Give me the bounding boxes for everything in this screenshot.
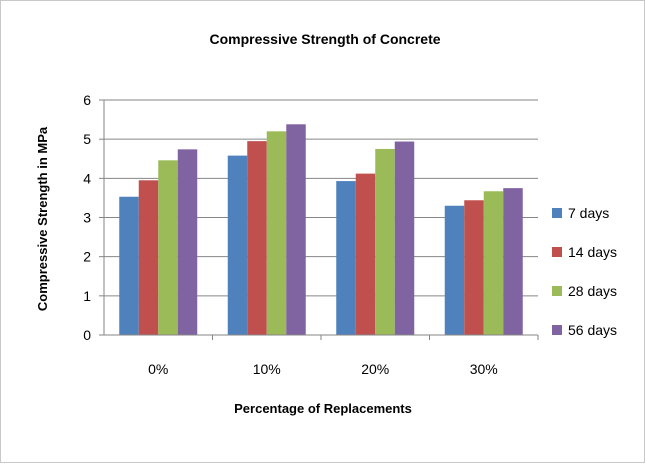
bar-28-days-3 (483, 191, 504, 335)
bar-7-days-0 (119, 196, 139, 335)
legend-label: 56 days (568, 322, 617, 338)
chart-title: Compressive Strength of Concrete (209, 31, 440, 47)
bar-56-days-1 (286, 124, 306, 336)
legend-label: 14 days (568, 244, 617, 260)
bar-7-days-1 (227, 155, 248, 335)
bar-7-days-3 (444, 205, 465, 335)
legend-swatch (552, 286, 562, 296)
y-tick-label: 6 (83, 92, 91, 108)
y-axis-label: Compressive Strength in MPa (35, 126, 50, 311)
bar-56-days-3 (503, 188, 523, 335)
x-tick-label: 0% (148, 361, 168, 377)
y-tick-label: 0 (83, 327, 91, 343)
axes: 0 1 2 3 4 5 6 0% 10% 20% 30% (83, 92, 539, 377)
y-tick-label: 1 (83, 288, 91, 304)
legend-label: 7 days (568, 205, 609, 221)
bars (119, 124, 523, 336)
bar-56-days-2 (394, 141, 415, 335)
x-tick-label: 10% (253, 361, 281, 377)
bar-7-days-2 (336, 181, 356, 335)
bar-14-days-2 (355, 173, 376, 335)
x-axis-label: Percentage of Replacements (234, 401, 412, 416)
bar-14-days-3 (464, 200, 484, 335)
legend-swatch (552, 208, 562, 218)
x-tick-label: 20% (361, 361, 389, 377)
bar-28-days-0 (158, 160, 178, 335)
legend-swatch (552, 325, 562, 335)
bar-28-days-2 (375, 148, 395, 335)
y-tick-label: 5 (83, 131, 91, 147)
bar-14-days-0 (138, 180, 159, 335)
bar-56-days-0 (177, 149, 198, 335)
y-tick-label: 3 (83, 210, 91, 226)
bar-14-days-1 (247, 141, 267, 335)
y-tick-label: 4 (83, 170, 91, 186)
bar-28-days-1 (266, 131, 287, 335)
y-tick-label: 2 (83, 249, 91, 265)
legend: 7 days 14 days 28 days 56 days (552, 205, 617, 338)
legend-swatch (552, 247, 562, 257)
x-tick-label: 30% (470, 361, 498, 377)
legend-label: 28 days (568, 283, 617, 299)
